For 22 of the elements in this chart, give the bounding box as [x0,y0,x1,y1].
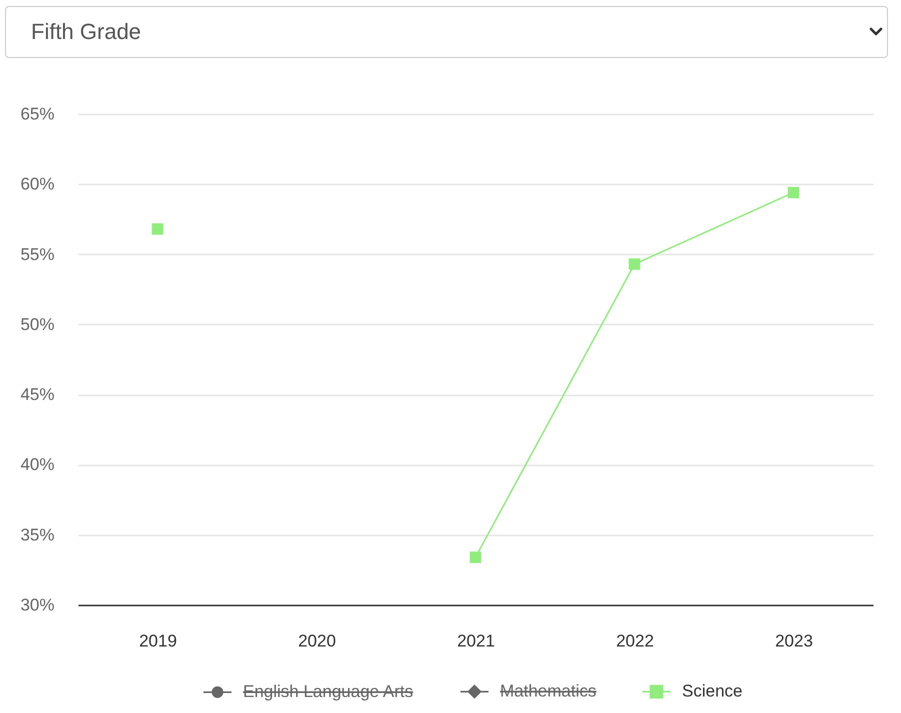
y-tick-label: 50% [20,314,54,334]
y-tick-label: 60% [20,174,54,194]
x-tick-label: 2022 [616,632,654,650]
y-tick-label: 45% [20,385,54,404]
y-tick-label: 55% [20,244,54,264]
chart-title: Fifth Grade [31,19,142,45]
point [152,223,164,235]
x-tick-label: 2021 [457,632,495,650]
y-tick-label: 65% [20,104,54,124]
legend-label: English Language Arts [243,682,414,702]
point [628,258,640,270]
x-tick-label: 2023 [775,632,813,650]
y-tick-label: 30% [20,596,54,614]
y-tick-label: 35% [20,525,54,544]
x-tick-label: 2020 [298,632,336,650]
legend-label: Science [682,682,742,701]
point [788,186,800,198]
legend-label: Mathematics [500,682,596,701]
y-tick-label: 40% [20,455,54,474]
point [470,552,482,564]
dropdown-field: Fifth Grade [5,6,888,58]
x-tick-label: 2019 [139,632,177,650]
